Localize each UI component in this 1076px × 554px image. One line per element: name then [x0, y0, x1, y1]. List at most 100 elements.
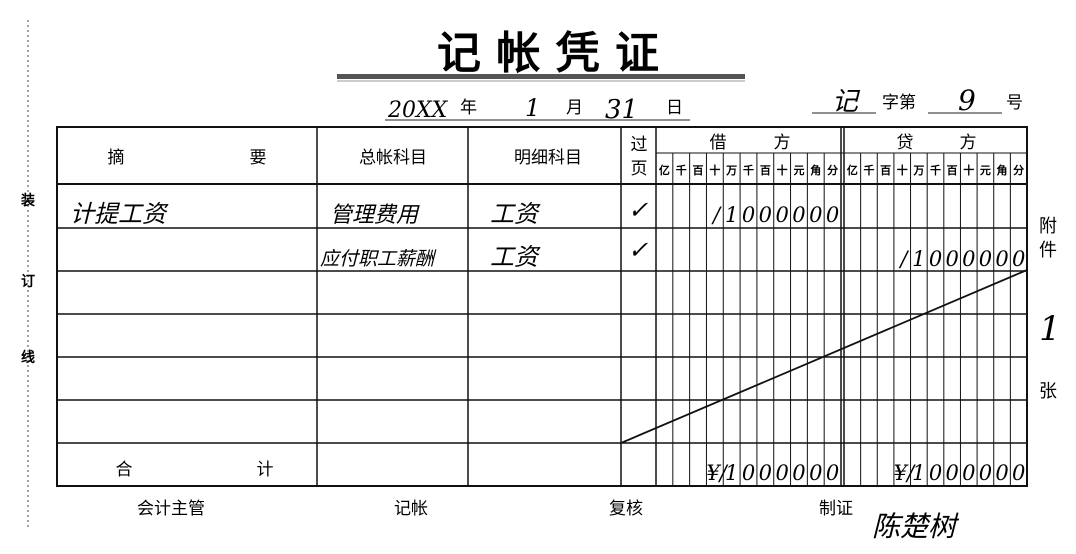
voucher-table [56, 126, 1028, 487]
header-debit: 方 [774, 133, 791, 153]
digit-header: 百 [693, 164, 704, 177]
currency-symbol: ¥/ [706, 461, 728, 485]
date-day: 31 [605, 95, 638, 125]
row-summary: 计提工资 [70, 200, 169, 228]
table-header: 摘 要 总帐科目 明细科目 过 页 借 方 贷 方 合 计 [108, 133, 977, 480]
amount-digit: 0 [1012, 247, 1025, 271]
amount-digit: 0 [775, 203, 788, 227]
header-summary: 要 [250, 148, 267, 168]
amount-digit: 0 [809, 461, 822, 485]
total-label: 计 [257, 460, 274, 480]
header-summary: 摘 [108, 148, 125, 168]
date-year-label: 年 [460, 98, 477, 118]
amount-digit: 0 [775, 461, 788, 485]
footer-reviewer: 复核 [609, 499, 643, 519]
amount-slash: / [711, 203, 722, 227]
voucher-type: 记 [832, 87, 861, 117]
attachments-label: 件 [1039, 240, 1057, 261]
footer-bookkeeper: 记帐 [394, 499, 428, 519]
row-detail-account: 工资 [490, 200, 541, 228]
amount-digit: 0 [929, 247, 942, 271]
date-month-label: 月 [566, 98, 583, 118]
digit-header: 亿 [659, 163, 670, 177]
digit-header: 百 [880, 164, 891, 177]
voucher-number: 9 [958, 84, 976, 117]
date-day-label: 日 [666, 98, 683, 118]
amount-digit: 0 [742, 461, 755, 485]
preparer-signature: 陈楚树 [872, 510, 960, 543]
amount-digit: 0 [945, 461, 958, 485]
header-general-account: 总帐科目 [359, 148, 427, 168]
amount-digit: 0 [742, 203, 755, 227]
digit-header: 十 [963, 163, 974, 177]
amount-digit: 0 [979, 247, 992, 271]
amount-digit: 0 [929, 461, 942, 485]
attachments-unit: 张 [1039, 381, 1057, 402]
amount-digit: 1 [912, 247, 925, 271]
header-posted: 过 [631, 135, 648, 155]
digit-header: 分 [1013, 163, 1024, 177]
binding-char: 订 [21, 273, 35, 290]
currency-symbol: ¥/ [894, 461, 916, 485]
digit-header: 角 [997, 163, 1008, 177]
amount-digit: 0 [962, 247, 975, 271]
binding-char: 装 [20, 192, 36, 209]
digit-header: 十 [897, 163, 908, 177]
header-posted: 页 [631, 159, 648, 179]
amount-digit: 0 [759, 461, 772, 485]
amount-digit: 0 [1012, 461, 1025, 485]
voucher-prefix: 字第 [882, 93, 916, 113]
amount-digit: 0 [995, 461, 1008, 485]
amount-digit: 0 [826, 461, 839, 485]
amount-digit: 1 [725, 203, 738, 227]
digit-header: 万 [725, 164, 737, 177]
amount-digit: 0 [792, 203, 805, 227]
digit-header: 千 [863, 163, 874, 177]
row-general-account: 管理费用 [330, 203, 420, 228]
amount-digit: 1 [912, 461, 925, 485]
amount-digit: 0 [979, 461, 992, 485]
amount-digit: 0 [759, 203, 772, 227]
digit-header: 分 [827, 163, 838, 177]
digit-header: 元 [793, 164, 804, 177]
header-debit: 借 [710, 133, 727, 153]
digit-header: 千 [930, 163, 941, 177]
attachments-label: 附 [1039, 216, 1057, 237]
digit-header: 千 [743, 163, 754, 177]
date-month: 1 [525, 94, 540, 122]
digit-header: 千 [676, 163, 687, 177]
date-year: 20XX [387, 98, 449, 123]
digit-header: 百 [947, 164, 958, 177]
voucher-suffix: 号 [1006, 93, 1023, 113]
amount-digit: 0 [826, 203, 839, 227]
amount-slash: / [898, 247, 909, 271]
digit-header: 十 [709, 163, 720, 177]
footer: 会计主管 记帐 复核 制证 陈楚树 [137, 499, 960, 543]
footer-supervisor: 会计主管 [137, 499, 205, 519]
amount-digit: 0 [962, 461, 975, 485]
header-credit: 贷 [897, 133, 914, 153]
amount-digit: 0 [792, 461, 805, 485]
footer-preparer: 制证 [819, 499, 853, 519]
header-credit: 方 [960, 133, 977, 153]
row-detail-account: 工资 [490, 243, 541, 271]
voucher-title: 记 帐 凭 证 [437, 28, 659, 79]
digit-header: 元 [980, 164, 991, 177]
digit-header: 百 [760, 164, 771, 177]
digit-header: 角 [810, 163, 821, 177]
row-general-account: 应付职工薪酬 [320, 248, 437, 270]
amount-digit: 0 [995, 247, 1008, 271]
row-content: 计提工资 管理费用 工资 ✓ 应付职工薪酬 工资 ✓ [70, 196, 648, 271]
binding-char: 线 [21, 349, 35, 366]
amount-digit: 0 [945, 247, 958, 271]
digit-header: 十 [777, 163, 788, 177]
digit-header: 亿 [847, 163, 858, 177]
amount-digit: 1 [725, 461, 738, 485]
attachments: 附 件 1 张 [1039, 216, 1061, 402]
row-posted-check: ✓ [628, 236, 648, 264]
amount-digit: 0 [809, 203, 822, 227]
header-detail-account: 明细科目 [514, 148, 582, 168]
attachments-count: 1 [1039, 309, 1061, 349]
total-label: 合 [116, 460, 133, 480]
